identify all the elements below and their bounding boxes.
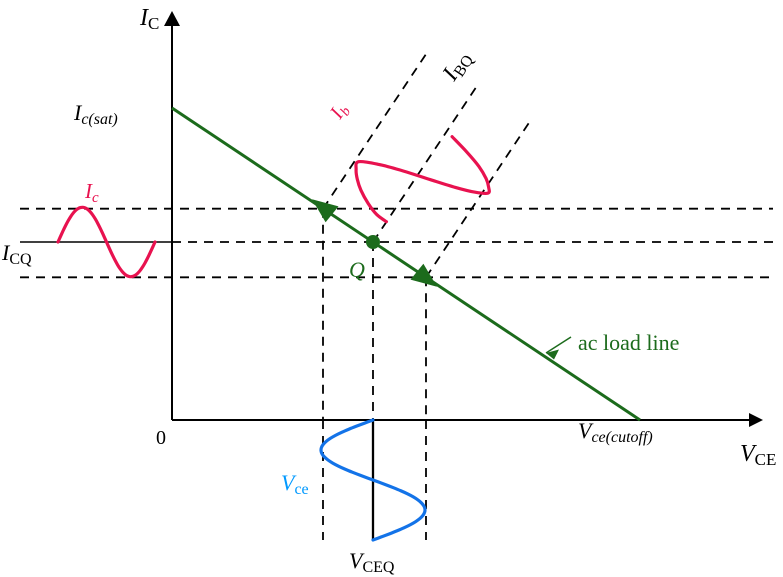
svg-text:Q: Q [349,257,365,282]
svg-text:0: 0 [156,427,166,449]
svg-text:ac load line: ac load line [578,330,679,355]
